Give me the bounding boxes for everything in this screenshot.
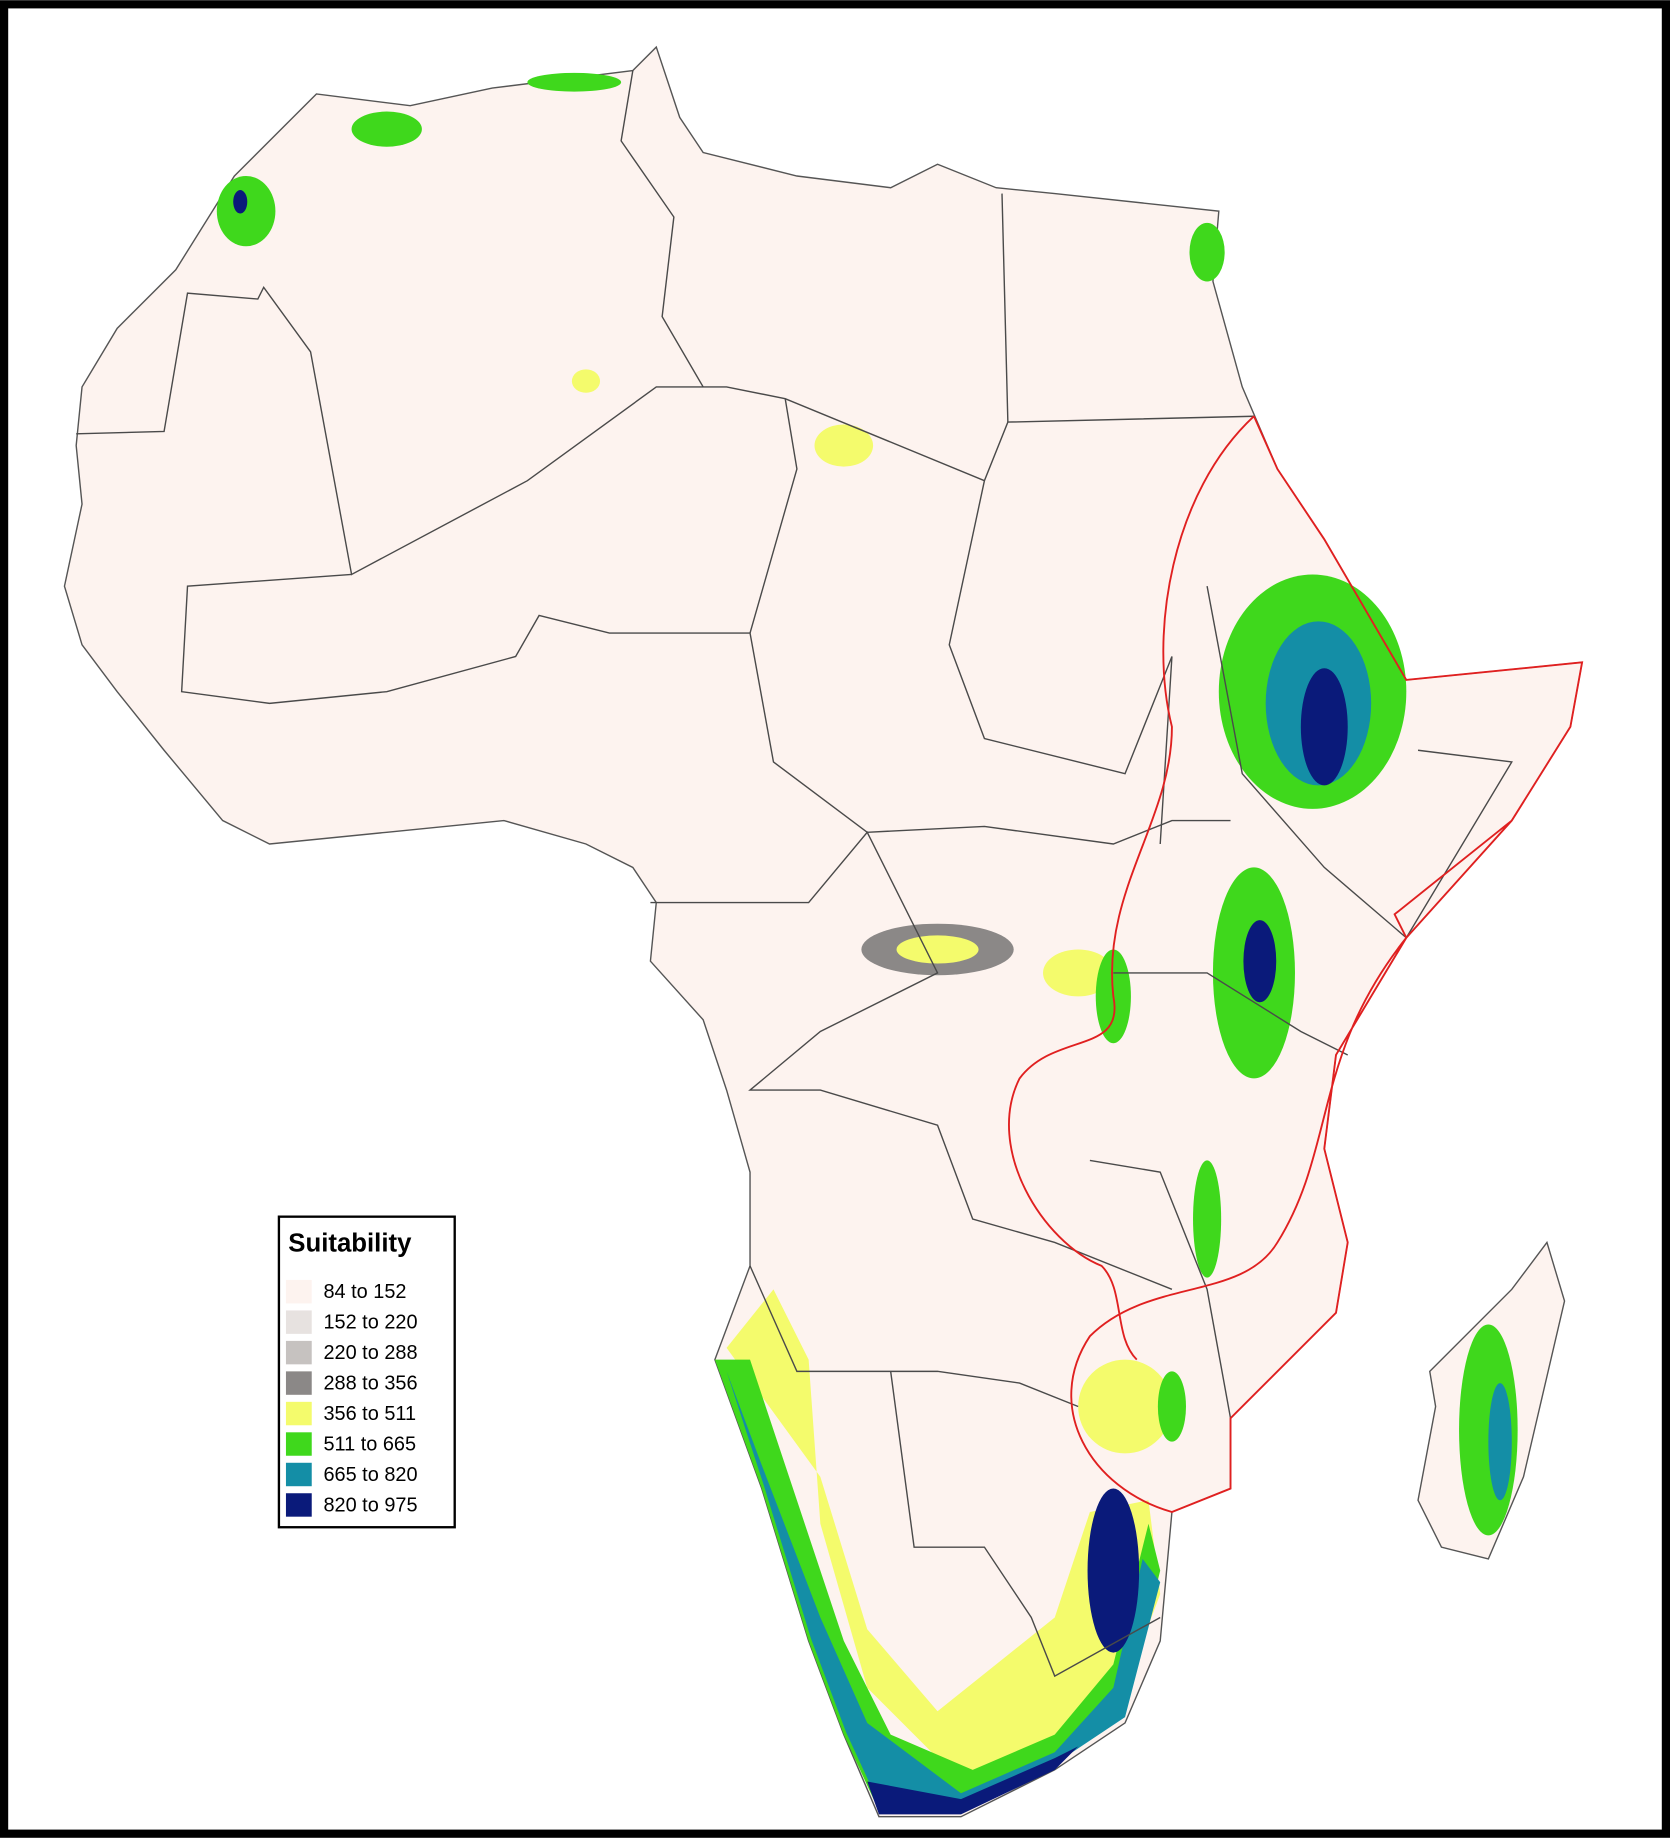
suitability-patch (1488, 1383, 1512, 1501)
suitability-patch (233, 190, 248, 214)
suitability-patch (1078, 1359, 1172, 1454)
suitability-patch (1300, 668, 1348, 786)
legend-swatch (285, 1279, 312, 1304)
suitability-patch (1087, 1488, 1140, 1653)
suitability-patch (814, 424, 874, 467)
legend: Suitability 84 to 152 152 to 220 220 to 28… (277, 1215, 456, 1529)
legend-title: Suitability (288, 1230, 412, 1258)
legend-items: 84 to 152 152 to 220 220 to 288 288 to 356 3… (285, 1279, 418, 1517)
suitability-patch (1043, 949, 1114, 997)
legend-label: 220 to 288 (323, 1342, 417, 1364)
legend-label: 356 to 511 (323, 1403, 416, 1425)
suitability-patch (1243, 920, 1277, 1003)
suitability-patch (1193, 1160, 1222, 1278)
legend-swatch (285, 1340, 312, 1365)
suitability-patch (1157, 1371, 1186, 1442)
africa (63, 45, 1583, 1818)
suitability-patch (216, 175, 276, 247)
suitability-patch (726, 1289, 1161, 1782)
legend-swatch (285, 1310, 312, 1334)
legend-label: 84 to 152 (323, 1281, 406, 1303)
suitability-patch (726, 1371, 1161, 1809)
legend-swatch (285, 1462, 312, 1487)
suitability-patch (896, 935, 979, 964)
legend-label: 665 to 820 (323, 1464, 417, 1486)
legend-swatch (285, 1371, 312, 1395)
borders (76, 70, 1513, 1678)
legend-label: 820 to 975 (323, 1494, 417, 1516)
range-outline (1008, 415, 1584, 1513)
legend-swatch (285, 1401, 312, 1426)
suitability-patch (351, 111, 422, 147)
suitability-patch (1189, 222, 1225, 282)
legend-label: 152 to 220 (323, 1312, 417, 1334)
suitability-patch (527, 72, 622, 92)
legend-label: 511 to 665 (323, 1433, 416, 1455)
legend-swatch (285, 1432, 312, 1456)
legend-label: 288 to 356 (323, 1373, 417, 1395)
suitability-patch (571, 369, 601, 393)
legend-swatch (285, 1493, 312, 1517)
suitability-patch (867, 1746, 1079, 1815)
